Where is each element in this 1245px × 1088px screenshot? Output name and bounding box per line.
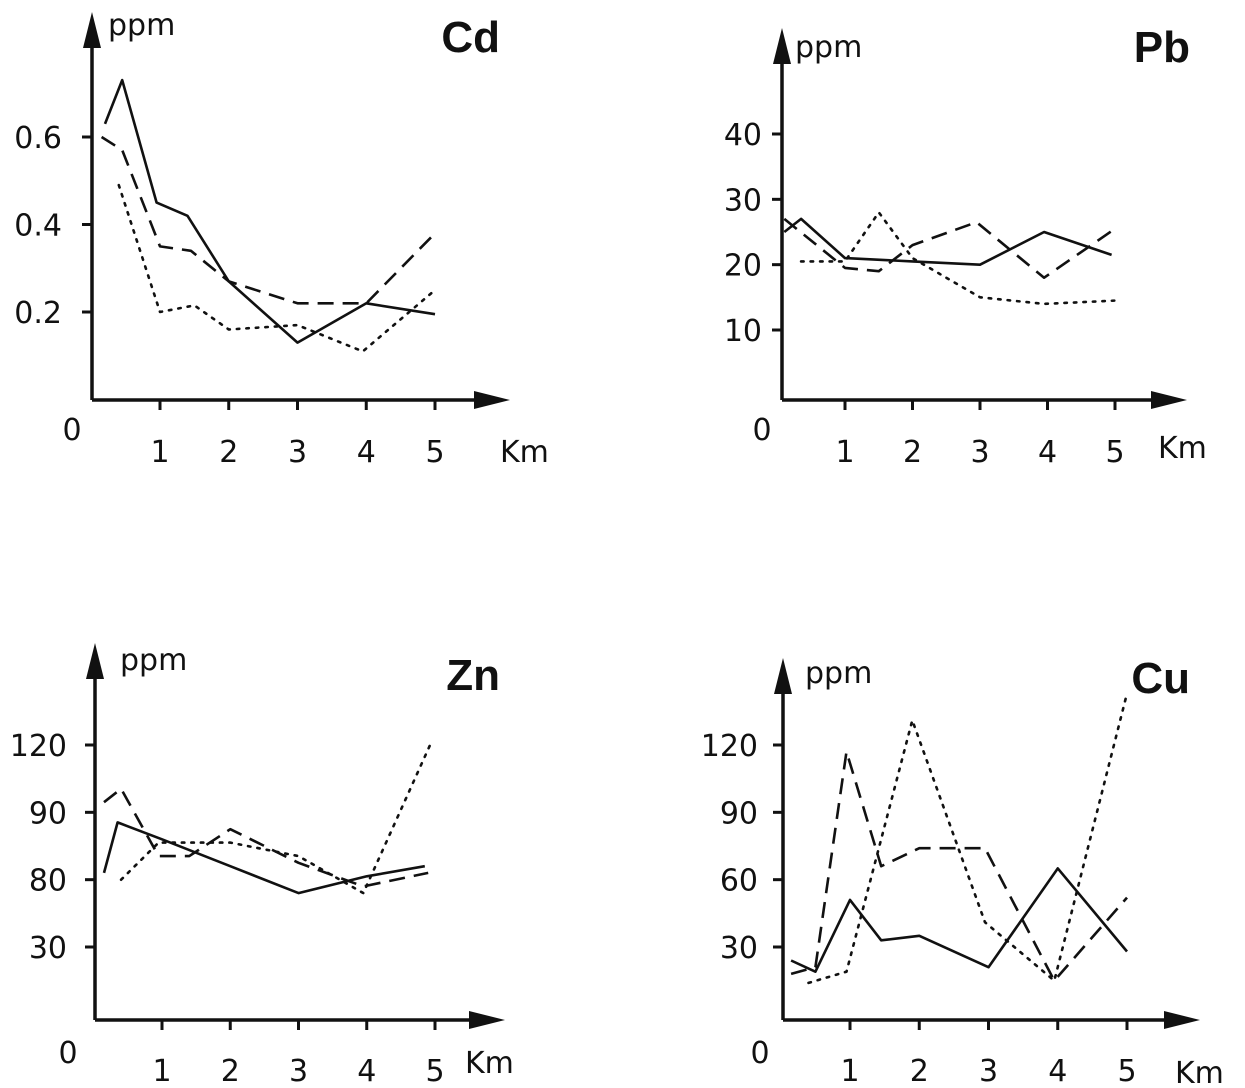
y-tick-label: 80 [29,864,67,899]
panel-cd: 1 2 3 4 5 0.2 0.4 0.6 ppm Cd Km 0 [14,8,549,470]
x-axis-arrow-icon [469,1011,505,1029]
series-line-solid [103,78,436,344]
y-axis-label: ppm [108,8,175,43]
x-tick-label: 2 [903,435,922,470]
chart-title: Cu [1131,654,1190,703]
y-axis-label: ppm [795,30,862,65]
origin-label: 0 [58,1036,77,1071]
series-line-dotted [119,740,433,895]
x-axis-label: Km [465,1046,514,1081]
y-tick-label: 90 [29,796,67,831]
series-line-solid [790,867,1128,974]
x-tick-label: 2 [219,435,238,470]
panel-cu: 1 2 3 4 5 30 60 90 120 ppm Cu Km 0 [701,654,1224,1088]
y-tick-label: 0.6 [14,121,62,156]
y-axis-label: ppm [120,643,187,678]
x-tick-label: 3 [970,435,989,470]
panel-pb: 1 2 3 4 5 10 20 30 40 ppm Pb Km 0 [724,23,1207,470]
y-tick-label: 20 [724,249,762,284]
y-tick-label: 60 [720,864,758,899]
series-line-solid [783,217,1113,267]
x-tick-label: 4 [357,435,376,470]
x-tick-label: 1 [152,1054,171,1088]
origin-label: 0 [62,413,81,448]
y-tick-label: 30 [29,931,67,966]
chart-title: Pb [1134,23,1190,72]
x-axis-label: Km [1175,1056,1224,1088]
y-tick-label: 90 [720,796,758,831]
y-tick-label: 0.4 [14,209,62,244]
x-tick-label: 3 [288,435,307,470]
x-tick-label: 2 [221,1054,240,1088]
series-line-dashed [783,217,1116,280]
series-line-dotted [799,211,1117,306]
x-tick-label: 3 [289,1054,308,1088]
x-tick-label: 1 [150,435,169,470]
series-line-solid [102,821,426,895]
y-tick-label: 10 [724,314,762,349]
y-tick-label: 120 [10,729,67,764]
y-tick-label: 40 [724,118,762,153]
series-line-dashed [103,787,429,888]
y-axis-arrow-icon [773,28,791,64]
x-tick-label: 4 [357,1054,376,1088]
y-axis-arrow-icon [86,643,104,679]
x-tick-label: 2 [910,1054,929,1088]
x-axis-label: Km [500,435,549,470]
y-tick-label: 30 [724,183,762,218]
y-tick-label: 0.2 [14,296,62,331]
x-axis-arrow-icon [474,391,510,409]
x-tick-label: 5 [1117,1054,1136,1088]
x-axis-label: Km [1158,431,1207,466]
series-line-dotted [117,183,437,353]
x-tick-label: 3 [979,1054,998,1088]
x-tick-label: 4 [1038,435,1057,470]
origin-label: 0 [752,413,771,448]
series-line-dashed [790,750,1128,983]
y-axis-arrow-icon [774,658,792,694]
origin-label: 0 [750,1036,769,1071]
y-tick-label: 30 [720,931,758,966]
y-axis-arrow-icon [83,12,101,48]
x-tick-label: 1 [840,1054,859,1088]
x-tick-label: 5 [1105,435,1124,470]
x-axis-arrow-icon [1151,391,1187,409]
y-axis-label: ppm [805,656,872,691]
chart-title: Zn [446,651,500,700]
x-axis-arrow-icon [1164,1011,1200,1029]
chart-title: Cd [441,13,500,62]
series-line-dotted [807,692,1129,985]
x-tick-label: 5 [425,1054,444,1088]
x-tick-label: 4 [1048,1054,1067,1088]
x-tick-label: 5 [425,435,444,470]
y-tick-label: 120 [701,729,758,764]
series-line-dashed [100,135,436,305]
x-tick-label: 1 [835,435,854,470]
panel-zn: 1 2 3 4 5 30 80 90 120 ppm Zn Km 0 [10,643,514,1088]
